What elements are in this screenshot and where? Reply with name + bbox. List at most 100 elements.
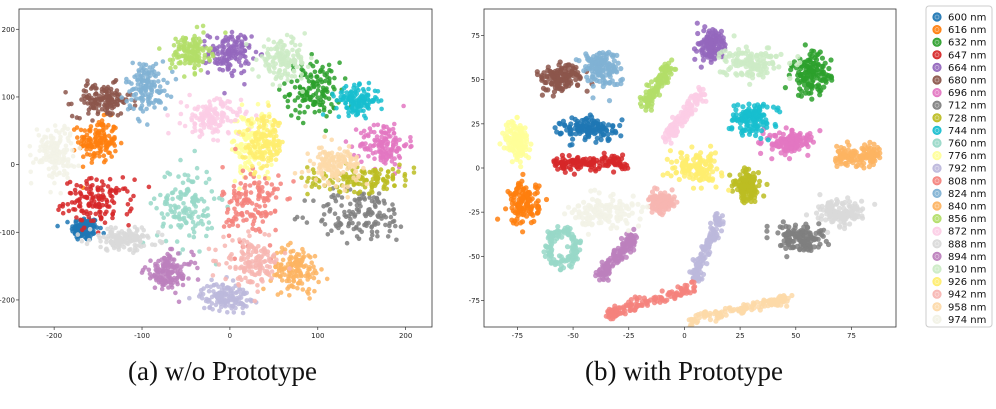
point (112, 99, 117, 105)
point (150, 64, 156, 69)
point (769, 141, 775, 147)
point (770, 104, 777, 110)
point (584, 115, 590, 121)
point (79, 138, 85, 143)
cluster-942-nm (206, 229, 292, 304)
point (779, 242, 785, 248)
point (303, 183, 308, 189)
point (319, 157, 325, 162)
point (160, 281, 166, 287)
point (214, 35, 220, 41)
point (326, 167, 331, 173)
point (229, 198, 234, 204)
point (327, 109, 333, 115)
point (309, 52, 315, 57)
point (85, 78, 90, 83)
x-tick-label: 200 (399, 332, 412, 340)
point (101, 127, 106, 133)
point (211, 289, 216, 294)
point (273, 227, 278, 233)
point (108, 239, 114, 245)
point (196, 40, 202, 45)
point (740, 104, 746, 110)
point (192, 121, 198, 127)
point (808, 64, 814, 70)
point (224, 115, 230, 120)
point (343, 214, 349, 219)
point (752, 109, 758, 115)
y-tick-label: -100 (0, 229, 15, 237)
point (369, 224, 374, 230)
point (292, 85, 298, 90)
point (346, 153, 351, 158)
point (69, 101, 74, 107)
point (807, 51, 813, 58)
point (786, 156, 793, 162)
point (700, 57, 707, 63)
point (236, 298, 241, 303)
point (289, 74, 295, 79)
point (222, 90, 227, 96)
cluster-910-nm (244, 31, 314, 94)
point (290, 275, 296, 281)
point (573, 250, 580, 256)
point (86, 111, 91, 116)
point (247, 198, 252, 204)
point (226, 131, 231, 136)
point (318, 77, 323, 82)
point (173, 214, 178, 220)
point (619, 163, 626, 170)
point (334, 159, 340, 165)
point (206, 246, 212, 252)
point (820, 70, 826, 76)
point (344, 105, 349, 110)
point (811, 244, 817, 250)
point (105, 184, 111, 189)
point (166, 285, 171, 290)
point (178, 189, 183, 195)
point (274, 74, 279, 80)
point (301, 254, 307, 259)
point (285, 77, 291, 83)
point (551, 81, 557, 87)
point (98, 244, 103, 250)
point (295, 251, 300, 257)
point (374, 134, 380, 139)
point (88, 144, 94, 149)
point (392, 121, 397, 127)
point (703, 37, 709, 43)
point (341, 85, 347, 91)
point (134, 227, 140, 232)
point (555, 166, 561, 172)
point (797, 234, 803, 240)
point (211, 283, 217, 288)
point (342, 188, 348, 193)
point (204, 45, 209, 51)
point (224, 210, 230, 215)
point (396, 169, 401, 174)
point (508, 193, 514, 199)
point (306, 168, 311, 174)
point (271, 70, 277, 75)
point (312, 69, 318, 75)
point (807, 243, 813, 249)
point (257, 269, 263, 275)
point (192, 33, 197, 39)
point (383, 161, 388, 166)
point (90, 85, 95, 90)
point (108, 86, 114, 92)
point (92, 92, 98, 97)
point (240, 251, 246, 256)
point (802, 42, 808, 48)
point (198, 68, 204, 73)
point (241, 238, 247, 243)
point (50, 160, 56, 165)
cluster-824-nm (119, 59, 179, 127)
cluster-647-nm (551, 150, 631, 177)
scatter-points (27, 23, 417, 316)
point (241, 256, 247, 262)
point (107, 112, 113, 118)
point (334, 154, 339, 159)
point (199, 196, 204, 202)
point (223, 291, 228, 297)
